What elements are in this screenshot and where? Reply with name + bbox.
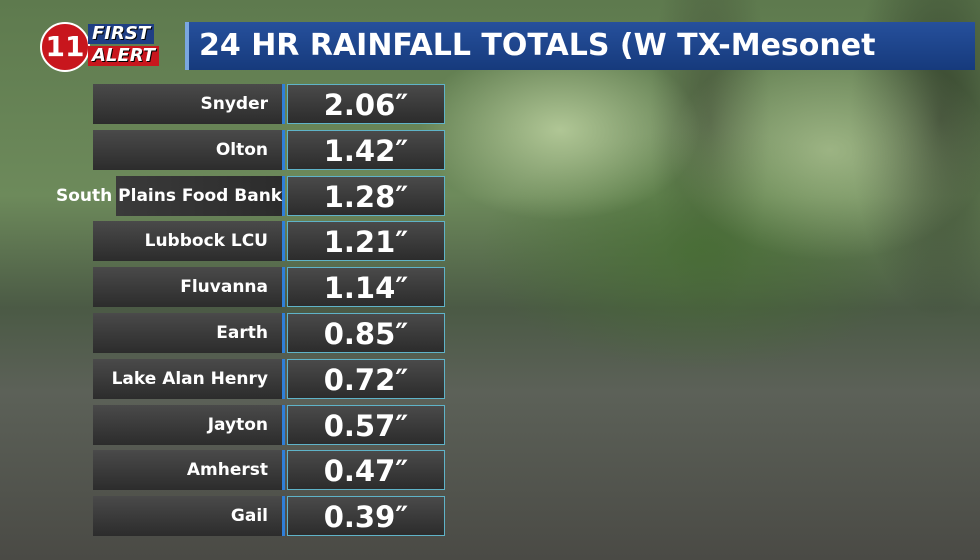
rainfall-value: 0.72″ bbox=[287, 358, 445, 399]
rainfall-value: 0.47″ bbox=[287, 450, 445, 491]
location-name: South Plains Food Bank bbox=[56, 175, 285, 216]
location-name: Gail bbox=[93, 496, 285, 537]
logo-first: FIRST bbox=[88, 24, 155, 44]
logo-number: 11 bbox=[40, 22, 90, 72]
title: 24 HR RAINFALL TOTALS (W TX-Mesonet bbox=[199, 28, 876, 63]
location-name: Lake Alan Henry bbox=[93, 358, 285, 399]
rainfall-value: 1.14″ bbox=[287, 267, 445, 308]
rainfall-value: 0.57″ bbox=[287, 404, 445, 445]
rainfall-value: 1.42″ bbox=[287, 129, 445, 170]
location-name: Fluvanna bbox=[93, 267, 285, 308]
location-name: Earth bbox=[93, 313, 285, 353]
station-logo: 11 FIRST ALERT bbox=[40, 22, 172, 72]
location-name: Snyder bbox=[93, 84, 285, 124]
rainfall-value: 0.85″ bbox=[287, 313, 445, 353]
title-bar: 24 HR RAINFALL TOTALS (W TX-Mesonet bbox=[185, 22, 975, 70]
rainfall-value: 1.21″ bbox=[287, 221, 445, 262]
rainfall-value: 1.28″ bbox=[287, 175, 445, 216]
location-name: Lubbock LCU bbox=[93, 221, 285, 262]
rainfall-value: 0.39″ bbox=[287, 496, 445, 537]
rainfall-value: 2.06″ bbox=[287, 84, 445, 124]
location-name: Amherst bbox=[93, 450, 285, 491]
logo-alert: ALERT bbox=[88, 46, 160, 66]
location-name: Jayton bbox=[93, 404, 285, 445]
location-name: Olton bbox=[93, 129, 285, 170]
